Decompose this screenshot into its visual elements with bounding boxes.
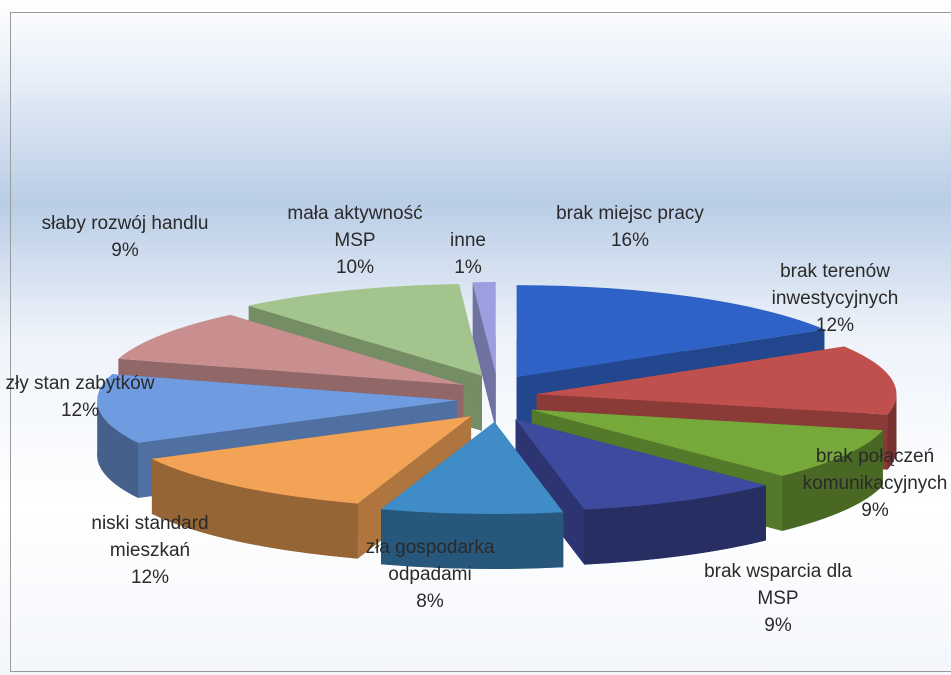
slice-label: brak terenów inwestycyjnych 12%	[750, 258, 920, 339]
slice	[515, 419, 766, 510]
slice-wall	[151, 458, 358, 559]
slice-label: inne 1%	[383, 227, 553, 281]
slice-edge	[472, 282, 496, 430]
slice	[97, 374, 458, 443]
category-label: brak połączeń komunikacyjnych	[802, 446, 948, 494]
slice	[531, 409, 883, 476]
slice-label: niski standard mieszkań 12%	[65, 510, 235, 591]
slice	[118, 314, 464, 385]
value-label: 9%	[861, 500, 889, 521]
slice-label: zły stan zabytków 12%	[0, 370, 165, 424]
value-label: 16%	[610, 230, 650, 251]
slice-label: słaby rozwój handlu 9%	[40, 210, 210, 264]
value-label: 12%	[815, 315, 855, 336]
category-label: inne	[450, 230, 486, 251]
slice-label: mała aktywność MSP 10%	[270, 200, 440, 281]
value-label: 9%	[111, 240, 139, 261]
chart-frame	[10, 12, 951, 672]
slice	[151, 416, 472, 504]
slice	[248, 283, 482, 376]
slice-edge	[515, 419, 585, 565]
value-label: 8%	[416, 591, 444, 612]
category-label: zła gospodarka odpadami	[365, 537, 495, 585]
slice	[380, 421, 564, 514]
slice	[472, 282, 496, 375]
slice-label: brak połączeń komunikacyjnych 9%	[790, 443, 951, 524]
category-label: słaby rozwój handlu	[41, 213, 209, 234]
category-label: niski standard mieszkań	[91, 513, 209, 561]
slice-wall	[584, 485, 766, 565]
value-label: 12%	[60, 400, 100, 421]
value-label: 10%	[335, 257, 375, 278]
category-label: brak terenów inwestycyjnych	[771, 261, 899, 309]
value-label: 12%	[130, 567, 170, 588]
slice	[536, 346, 897, 415]
slice-label: zła gospodarka odpadami 8%	[345, 534, 515, 615]
slice-label: brak miejsc pracy 16%	[545, 200, 715, 254]
slice-wall	[97, 400, 139, 498]
value-label: 9%	[764, 615, 792, 636]
category-label: brak miejsc pracy	[556, 203, 704, 224]
slice	[516, 285, 825, 378]
slice-wall	[782, 430, 883, 531]
slice-label: brak wsparcia dla MSP 9%	[693, 558, 863, 639]
category-label: brak wsparcia dla MSP	[704, 561, 852, 609]
category-label: zły stan zabytków	[5, 373, 155, 394]
category-label: mała aktywność MSP	[287, 203, 423, 251]
slice-wall	[887, 394, 897, 470]
slice-wall	[380, 509, 564, 569]
value-label: 1%	[454, 257, 482, 278]
